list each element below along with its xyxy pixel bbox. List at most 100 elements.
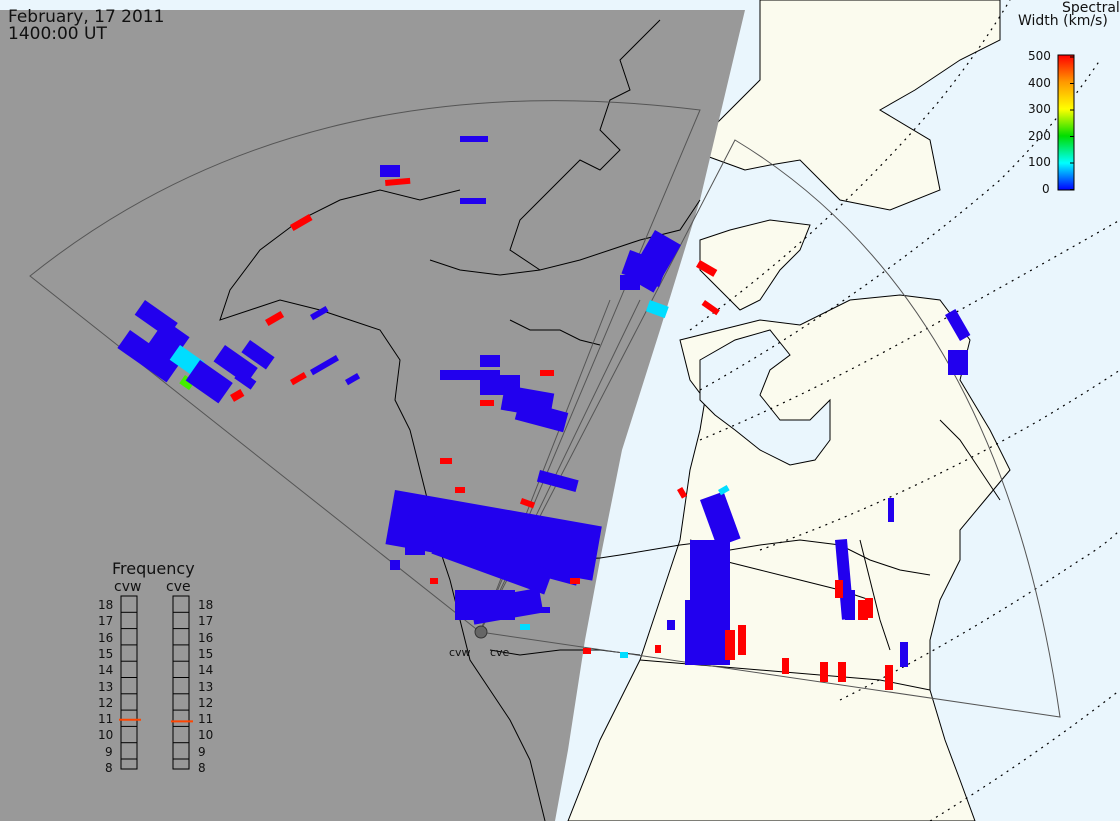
radar-site-marker [474,625,488,639]
colorbar-tick-label: 0 [1042,181,1050,196]
scatter-cell [701,299,720,316]
scatter-cell [480,400,494,406]
frequency-tick-right: 11 [198,712,214,727]
scatter-cell [536,470,579,492]
frequency-column [120,595,138,770]
frequency-tick-right: 9 [198,744,206,759]
frequency-tick-left: 18 [98,598,114,612]
scatter-cell [390,560,400,570]
scatter-cell [725,630,735,660]
colorbar-title-line1: Spectral [1062,0,1120,16]
scatter-cell [888,498,894,522]
frequency-column [172,595,190,770]
scatter-cell [677,486,688,499]
scatter-cell [667,620,675,630]
scatter-cell [540,370,554,376]
scatter-cell [230,389,245,402]
frequency-left-radar-label: cvw [114,579,142,595]
scatter-cell [546,520,598,572]
scatter-cell [835,580,843,598]
scatter-cell [845,590,855,620]
scatter-cell [858,600,868,620]
colorbar-tick-label: 100 [1028,155,1051,169]
frequency-tick-right: 18 [198,598,214,612]
scatter-cell [470,587,544,625]
scatter-cell [514,400,569,433]
scatter-cell [309,306,329,321]
colorbar-gradient [1057,54,1075,191]
scatter-cell [431,529,553,595]
scatter-cell [241,340,275,370]
colorbar-title-line2: Width (km/s) [1018,13,1108,29]
frequency-tick-right: 16 [198,630,214,645]
scatter-cell [117,330,180,383]
scatter-cell [520,624,530,630]
frequency-tick-right: 15 [198,646,214,661]
scatter-cell [885,665,893,690]
frequency-tick-right: 17 [198,614,214,629]
colorbar [1057,54,1075,191]
scatter-cell [430,578,438,584]
scatter-cell [645,300,669,319]
frequency-tick-left: 17 [98,614,114,629]
scatter-cvw [117,136,602,630]
frequency-tick-right: 12 [198,695,214,710]
scatter-cell [655,645,661,653]
scatter-cell [460,198,486,204]
hudson-bay [699,329,831,466]
frequency-tick-left: 15 [98,646,114,661]
scatter-cell [265,311,285,327]
frequency-tick-left: 14 [98,663,114,678]
scatter-cell [900,642,908,667]
scatter-cell [460,136,488,142]
scatter-cell [865,598,873,618]
scatter-cell [185,359,233,404]
scatter-cell [620,275,640,290]
scatter-cell [945,309,971,341]
frequency-tick-right: 13 [198,679,214,694]
colorbar-tick-label: 500 [1028,49,1051,63]
scatter-cell [738,625,746,655]
time-label: 1400:00 UT [8,24,107,44]
scatter-cell [700,491,741,547]
frequency-tick-right: 10 [198,728,214,743]
scatter-cell [290,214,313,232]
scatter-cell [718,485,730,496]
scatter-cell [570,578,580,584]
night-region [0,10,745,821]
scatter-cell [309,355,339,376]
scatter-cell [385,177,411,186]
scatter-cell [345,373,361,386]
day-landmass [567,0,1011,821]
colorbar-tick-label: 200 [1028,128,1051,143]
scatter-cell [838,662,846,682]
frequency-tick-right: 14 [198,663,214,678]
scatter-cell [948,350,968,375]
scatter-cell [290,372,307,386]
frequency-tick-left: 13 [98,679,114,694]
scatter-cell [620,652,628,658]
radar-label-west: cvw [449,646,471,659]
scatter-cell [820,662,828,682]
frequency-tick-left: 10 [98,728,114,743]
scatter-cell [621,250,668,288]
scatter-cell [685,600,730,665]
colorbar-tick-label: 300 [1028,102,1051,116]
frequency-tick-left: 16 [98,630,114,645]
frequency-tick-right: 8 [198,761,206,775]
scatter-cell [480,355,500,367]
frequency-title: Frequency [112,559,195,578]
date-label: February, 17 2011 [8,7,165,27]
scatter-cell [540,607,550,613]
frequency-tick-left: 9 [105,744,113,759]
scatter-cve [583,230,971,690]
scatter-cell [455,487,465,493]
scatter-cell [179,374,195,391]
scatter-cell [380,165,400,177]
scatter-cell [583,648,591,654]
frequency-tick-left: 11 [98,712,114,727]
scatter-cell [782,658,789,674]
scatter-cell [405,545,425,555]
radar-label-east: cve [490,646,510,659]
